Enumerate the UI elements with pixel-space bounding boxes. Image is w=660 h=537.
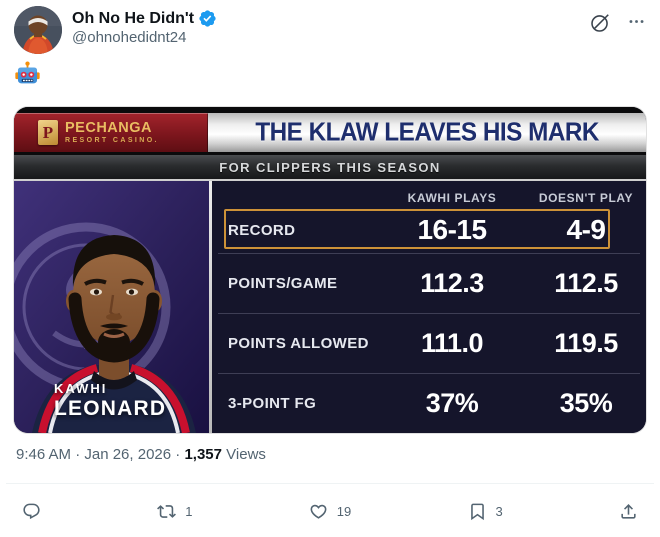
views-count: 1,357	[184, 446, 222, 463]
dot-separator: ·	[171, 446, 185, 463]
stat-value-doesnt-play: 4-9	[566, 214, 606, 245]
tweet-text	[14, 60, 41, 92]
stat-value-doesnt-play: 119.5	[554, 328, 618, 358]
display-name[interactable]: Oh No He Didn't	[72, 10, 195, 27]
row-divider	[218, 313, 640, 314]
stat-value-plays: 111.0	[420, 328, 484, 358]
row-divider	[218, 253, 640, 254]
stat-value-doesnt-play: 35%	[559, 388, 613, 418]
column-header-doesnt-play: DOESN'T PLAY	[538, 191, 634, 205]
panel-separator	[209, 181, 212, 433]
column-header-plays: KAWHI PLAYS	[407, 191, 497, 205]
verified-badge-icon	[199, 10, 216, 27]
sponsor-name: PECHANGA	[65, 119, 152, 136]
bookmark-icon	[470, 503, 484, 520]
divider	[6, 483, 654, 484]
player-last-name: LEONARD	[54, 396, 167, 420]
stat-label: RECORD	[228, 221, 296, 239]
stat-value-doesnt-play: 112.5	[554, 268, 618, 298]
share-button[interactable]	[619, 502, 638, 521]
like-count: 19	[336, 503, 352, 519]
more-menu-icon[interactable]	[627, 12, 646, 31]
avatar-image	[14, 6, 62, 54]
table-row-3pt-fg: 3-POINT FG 37% 35%	[212, 374, 646, 433]
avatar[interactable]	[14, 6, 62, 54]
reply-button[interactable]	[22, 502, 41, 521]
sponsor-logo: P PECHANGA RESORT CASINO.	[14, 113, 208, 152]
player-first-name: KAWHI	[54, 381, 108, 397]
stats-table: KAWHI PLAYS DOESN'T PLAY RECORD 16-15 4-…	[212, 181, 646, 433]
pechanga-mark-icon: P	[38, 120, 58, 145]
like-button[interactable]: 19	[309, 502, 351, 521]
repost-count: 1	[185, 503, 193, 519]
table-row-record: RECORD 16-15 4-9	[212, 207, 646, 253]
graphic-title: THE KLAW LEAVES HIS MARK	[255, 117, 599, 147]
reply-icon	[23, 503, 40, 519]
table-row-points-allowed: POINTS ALLOWED 111.0 119.5	[212, 314, 646, 373]
sponsor-tagline: RESORT CASINO.	[65, 137, 159, 145]
repost-icon	[157, 504, 177, 518]
username[interactable]: @ohnohedidnt24	[72, 29, 187, 47]
table-row-points-game: POINTS/GAME 112.3 112.5	[212, 254, 646, 313]
repost-button[interactable]: 1	[157, 502, 193, 521]
stat-value-plays: 112.3	[420, 268, 484, 298]
graphic-subtitle: FOR CLIPPERS THIS SEASON	[14, 155, 646, 179]
grok-icon[interactable]	[589, 12, 611, 34]
tweet-media-image[interactable]: P PECHANGA RESORT CASINO. THE KLAW LEAVE…	[14, 107, 646, 433]
stat-label: 3-POINT FG	[228, 395, 317, 412]
kawhi-leonard-portrait	[14, 181, 210, 433]
author-names: Oh No He Didn't @ohnohedidnt24	[72, 6, 217, 56]
action-bar: 1 19 3	[14, 491, 646, 531]
graphic-top-strip	[14, 107, 646, 113]
timestamp[interactable]: 9:46 AM · Jan 26, 2026	[16, 446, 172, 463]
stat-label: POINTS ALLOWED	[228, 335, 369, 352]
tweet-header: Oh No He Didn't @ohnohedidnt24	[14, 6, 646, 56]
row-divider	[218, 373, 640, 374]
stat-label: POINTS/GAME	[228, 275, 338, 292]
player-photo: KAWHI LEONARD	[14, 181, 210, 433]
views-label: Views	[222, 446, 266, 463]
robot-emoji-icon	[15, 61, 40, 84]
stat-value-plays: 16-15	[417, 214, 487, 245]
like-icon	[310, 504, 327, 519]
share-icon	[621, 503, 636, 519]
stat-value-plays: 37%	[425, 388, 479, 418]
bookmark-button[interactable]: 3	[468, 502, 503, 521]
tweet-meta[interactable]: 9:46 AM · Jan 26, 2026 · 1,357 Views	[16, 446, 266, 463]
bookmark-count: 3	[495, 503, 503, 519]
